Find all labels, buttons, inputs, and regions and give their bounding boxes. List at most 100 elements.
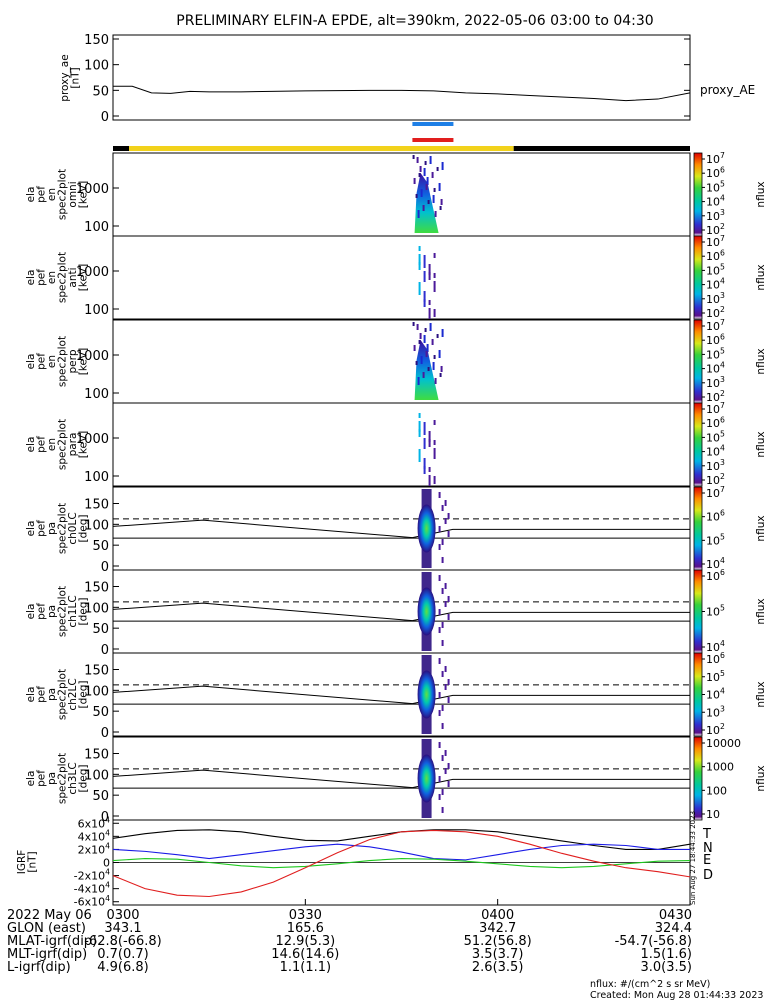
spectrogram-pixel-para [418,421,421,432]
xaxis-value: 14.6(14.6) [271,947,339,962]
spectrogram-ylabel-ch1LC-line: pa [46,605,58,618]
spectrogram-pixel-perp [439,373,442,377]
spectrogram-pixel-ch1LC [441,622,444,628]
spectrogram-pixel-perp [417,377,420,385]
spectrogram-pixel-perp [440,366,443,372]
colorbar-tick-label: 105 [706,669,725,684]
spectrogram-pixel-ch3LC [441,755,444,761]
spectrogram-pixel-perp [438,350,441,358]
spectrogram-pixel-ch0LC [438,492,441,498]
xaxis-value: 4.9(6.8) [97,960,149,975]
spectrogram-pixel-perp [422,372,425,378]
shadow-bar [113,146,130,151]
colorbar-label-text: nflux [755,598,767,624]
colorbar-label-text: nflux [755,181,767,207]
colorbar-tick-label: 104 [706,444,725,459]
spectrogram-pixel-ch0LC [447,531,450,537]
xaxis-row-label: GLON (east) [7,921,86,936]
spectrogram-pixel-para [423,466,426,474]
spectrogram-pixel-ch1LC [447,596,450,602]
spectrogram-pixel-ch0LC [438,526,441,532]
spectrogram-ylabel-anti-line: en [46,271,58,284]
spectrogram-pixel-ch1LC [447,614,450,620]
spectrogram-tick-label: 0 [101,810,109,825]
spectrogram-tick-label: 0 [101,726,109,741]
spectrogram-pixel-ch2LC [438,692,441,698]
colorbar-tick-label: 106 [706,509,725,524]
colorbar-label-perp: nflux [755,348,767,374]
colorbar-tick-label: 10000 [706,737,741,750]
igrf-tick-label: 4x104 [78,828,111,843]
spectrogram-tick-label: 1000 [76,349,109,364]
xaxis-value: 51.2(56.8) [464,934,532,949]
spectrogram-pixel-para [423,430,426,435]
spectrogram-ylabel-perp-line: spec2plot [56,336,68,387]
colorbar-tick-label: 102 [706,472,725,487]
colorbar-tick-label: 106 [706,248,725,263]
spectrogram-ylabel-perp-line: pef [35,353,47,370]
spectrogram-tick-label: 50 [92,539,109,554]
creation-stamp: Sun Aug 27 18:44:33 2023 [689,811,697,905]
colorbar-label-omni: nflux [755,181,767,207]
colorbar-label-text: nflux [755,681,767,707]
spectrogram-tick-label: 50 [92,789,109,804]
spectrogram-ylabel-omni-line: spec2plot [56,169,68,220]
loss-cone-curve [112,519,690,539]
spectrogram-ylabel-ch1LC-line: pef [35,603,47,620]
xaxis-value: 0400 [481,908,514,923]
spectrogram-pixel-ch3LC [444,750,447,756]
spectrogram-ylabel-anti-line: spec2plot [56,252,68,303]
creation-stamp-text: Sun Aug 27 18:44:33 2023 [689,811,697,905]
spectrogram-ylabel-ch3LC-line: ela [25,771,37,787]
spectrogram-frame-anti [112,235,691,320]
spectrogram-pixel-ch3LC [444,768,447,774]
spectrogram-pixel-ch2LC [441,671,444,677]
xaxis-row-label: MLAT-igrf(dip) [7,934,97,949]
spectrogram-pixel-omni [429,156,432,164]
colorbar-omni [693,152,703,237]
spectrogram-pixel-ch3LC [447,763,450,769]
spectrogram-pixel-anti [433,281,436,292]
igrf-tick-label: 2x104 [78,841,111,856]
colorbar-tick-label: 105 [706,532,725,547]
shadow-bar [513,146,690,151]
spectrogram-ylabel-ch0LC-line: spec2plot [56,503,68,554]
spectrogram-pixel-ch2LC [447,679,450,685]
colorbar-ch3LC [693,736,703,821]
spectrogram-pixel-perp [424,328,427,332]
colorbar-tick-label: 106 [706,651,725,666]
xaxis-value: 165.6 [287,921,324,936]
spectrogram-pixel-omni [436,167,439,171]
spectrogram-pixel-ch1LC [438,609,441,615]
xaxis-value: -54.7(-56.8) [615,934,692,949]
spectrogram-pixel-para [428,431,431,442]
xaxis-value: 0430 [659,908,692,923]
spectrogram-tick-label: 150 [84,664,109,679]
spectrogram-pixel-perp [425,351,428,357]
spectrogram-pixel-omni [412,155,415,159]
spectrogram-pixel-ch0LC [441,539,444,545]
colorbar-label-text: nflux [755,765,767,791]
colorbar-tick-label: 105 [706,604,725,619]
colorbar-tick-label: 105 [706,429,725,444]
spectrogram-tick-label: 150 [84,498,109,513]
xaxis-value: 1.1(1.1) [280,960,332,975]
xaxis-value: 12.9(5.3) [275,934,335,949]
spectrogram-ylabel-anti-line: anti [67,267,79,287]
spectrogram-ylabel-para-line: para [67,433,79,457]
igrf-line-D [112,829,691,898]
spectrogram-pixel-perp [423,335,426,343]
colorbar-tick-label: 102 [706,389,725,404]
spectrogram-pixel-omni [424,161,427,165]
spectrogram-pixel-para [433,440,436,445]
igrf-tick-label: 6x104 [78,815,111,830]
colorbar-label-text: nflux [755,348,767,374]
spectrogram-pixel-ch1LC [444,583,447,589]
spectrogram-tick-label: 100 [84,220,109,235]
colorbar-label-para: nflux [755,431,767,457]
spectrogram-pixel-omni [441,162,444,170]
colorbar-tick-label: 102 [706,305,725,320]
